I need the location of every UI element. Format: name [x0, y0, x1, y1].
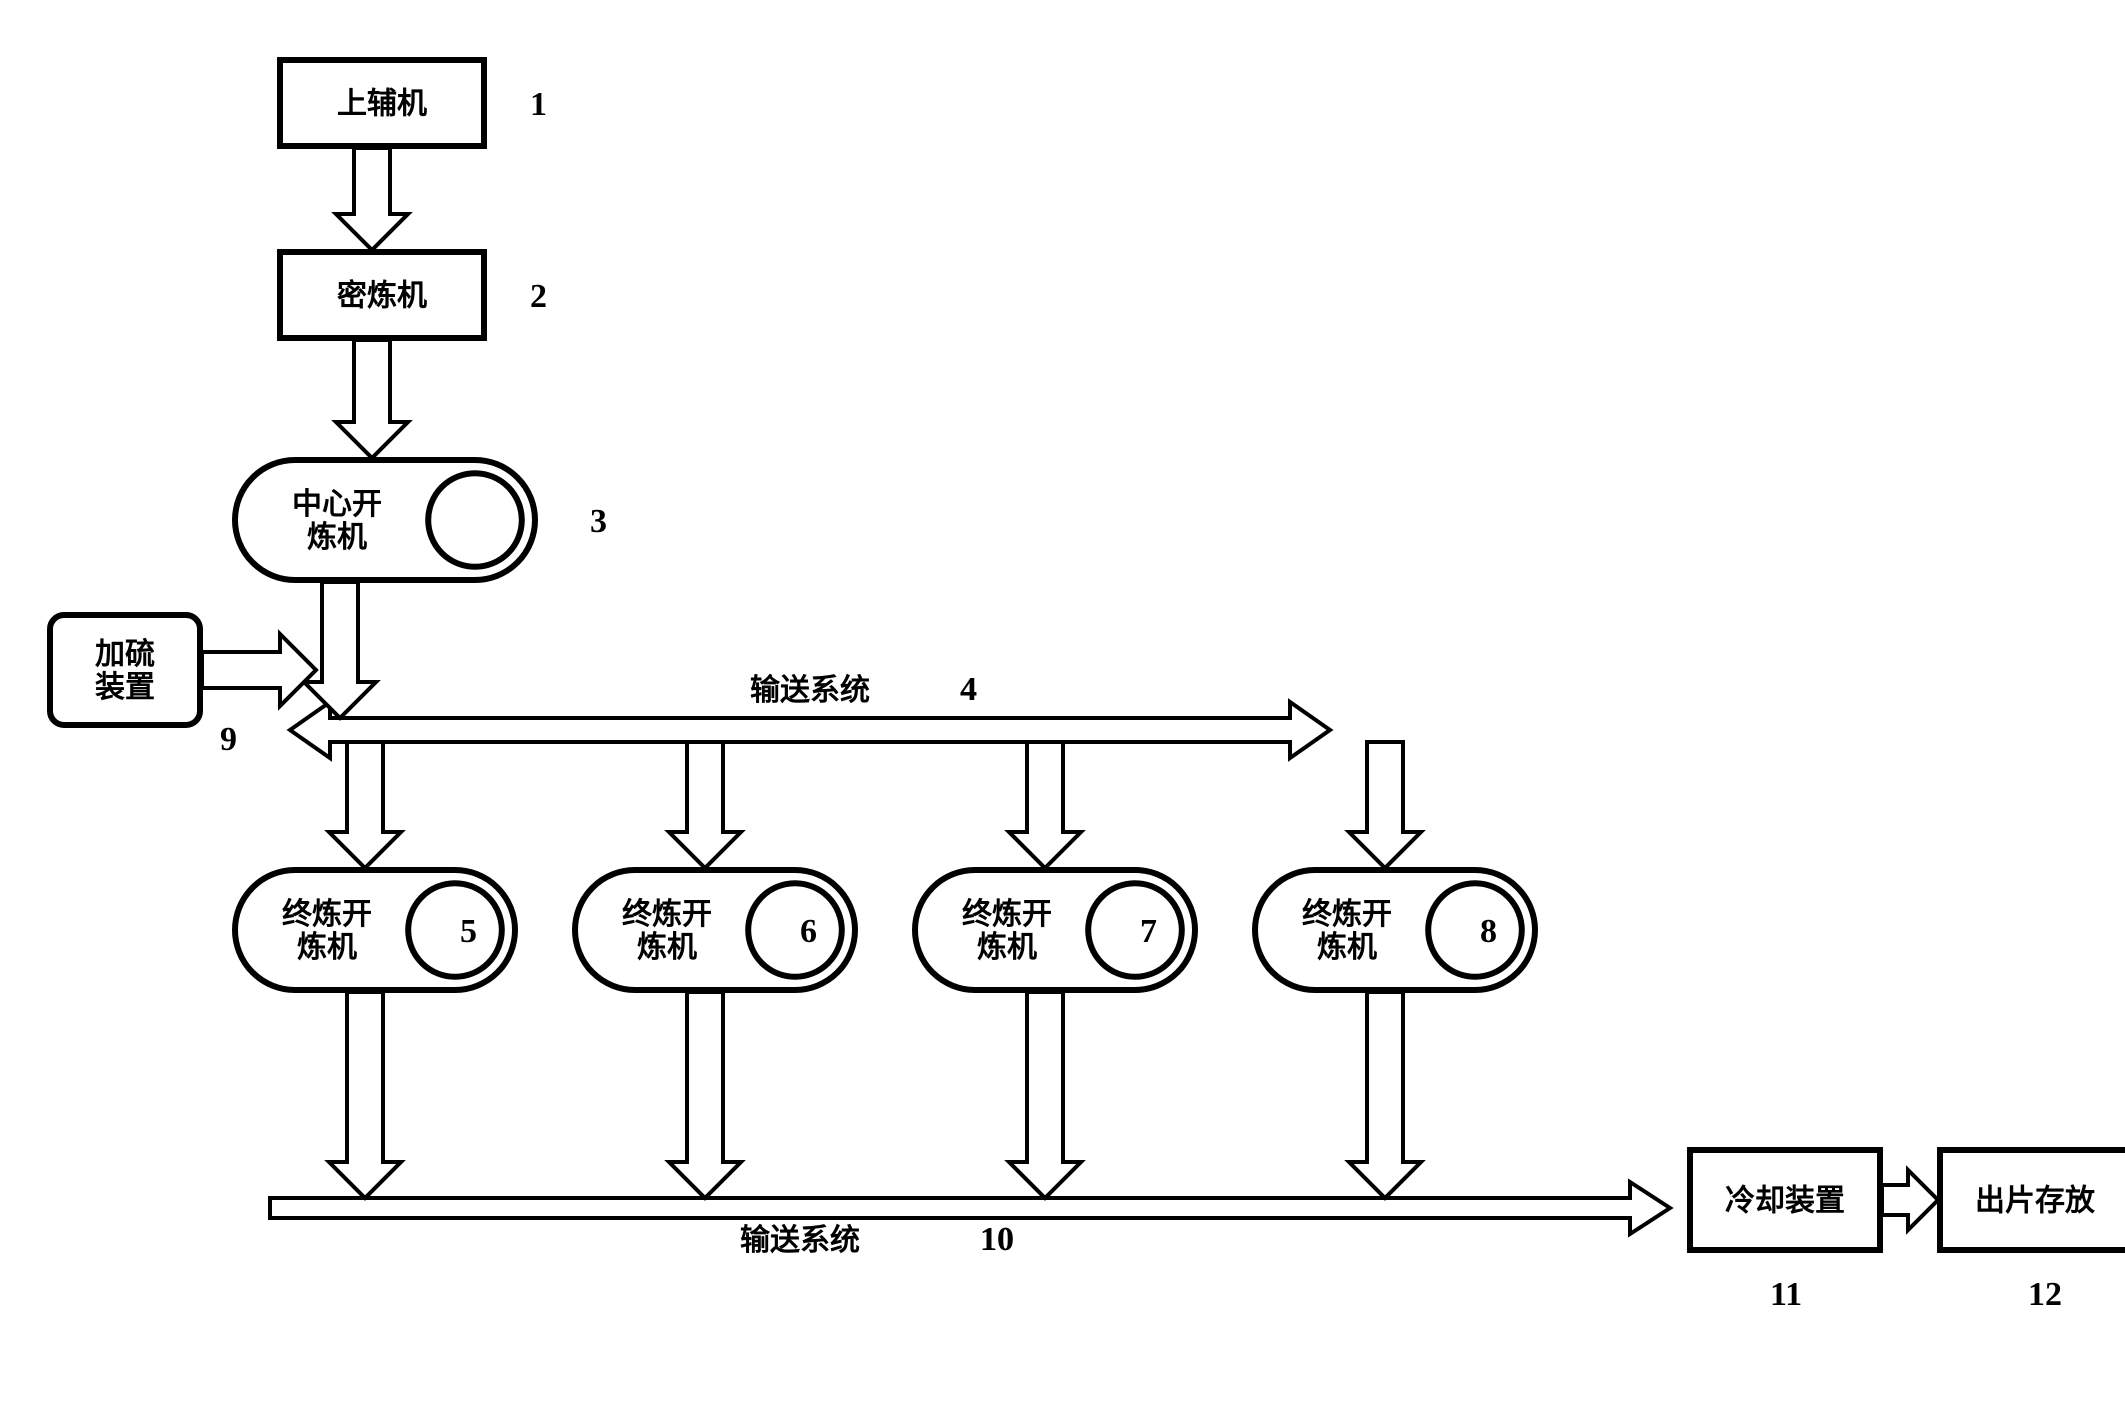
svg-text:11: 11 [1770, 1276, 1802, 1313]
svg-text:9: 9 [220, 721, 237, 758]
svg-text:2: 2 [530, 278, 547, 315]
svg-text:上辅机: 上辅机 [337, 88, 427, 121]
svg-text:冷却装置: 冷却装置 [1725, 1185, 1845, 1218]
svg-text:1: 1 [530, 86, 547, 123]
flowchart-canvas: 上辅机 1 密炼机 2 中心开炼机 3 加硫装置 9 输送系统 4 终炼开炼机 5 终炼开炼机 6 终炼开炼… [20, 20, 2125, 1403]
svg-text:4: 4 [960, 671, 977, 708]
svg-text:10: 10 [980, 1221, 1014, 1258]
svg-text:3: 3 [590, 503, 607, 540]
svg-text:输送系统: 输送系统 [740, 1223, 860, 1257]
svg-text:5: 5 [460, 913, 477, 950]
svg-text:终炼开炼机: 终炼开炼机 [1302, 897, 1392, 964]
svg-text:12: 12 [2028, 1276, 2062, 1313]
svg-text:终炼开炼机: 终炼开炼机 [622, 897, 712, 964]
svg-text:6: 6 [800, 913, 817, 950]
svg-text:终炼开炼机: 终炼开炼机 [962, 897, 1052, 964]
svg-text:中心开炼机: 中心开炼机 [292, 488, 382, 554]
svg-text:终炼开炼机: 终炼开炼机 [282, 897, 372, 964]
svg-text:输送系统: 输送系统 [750, 673, 870, 707]
svg-text:加硫装置: 加硫装置 [95, 637, 155, 704]
svg-text:出片存放: 出片存放 [1975, 1185, 2096, 1218]
svg-text:7: 7 [1140, 913, 1157, 950]
svg-text:8: 8 [1480, 913, 1497, 950]
svg-text:密炼机: 密炼机 [337, 279, 427, 313]
